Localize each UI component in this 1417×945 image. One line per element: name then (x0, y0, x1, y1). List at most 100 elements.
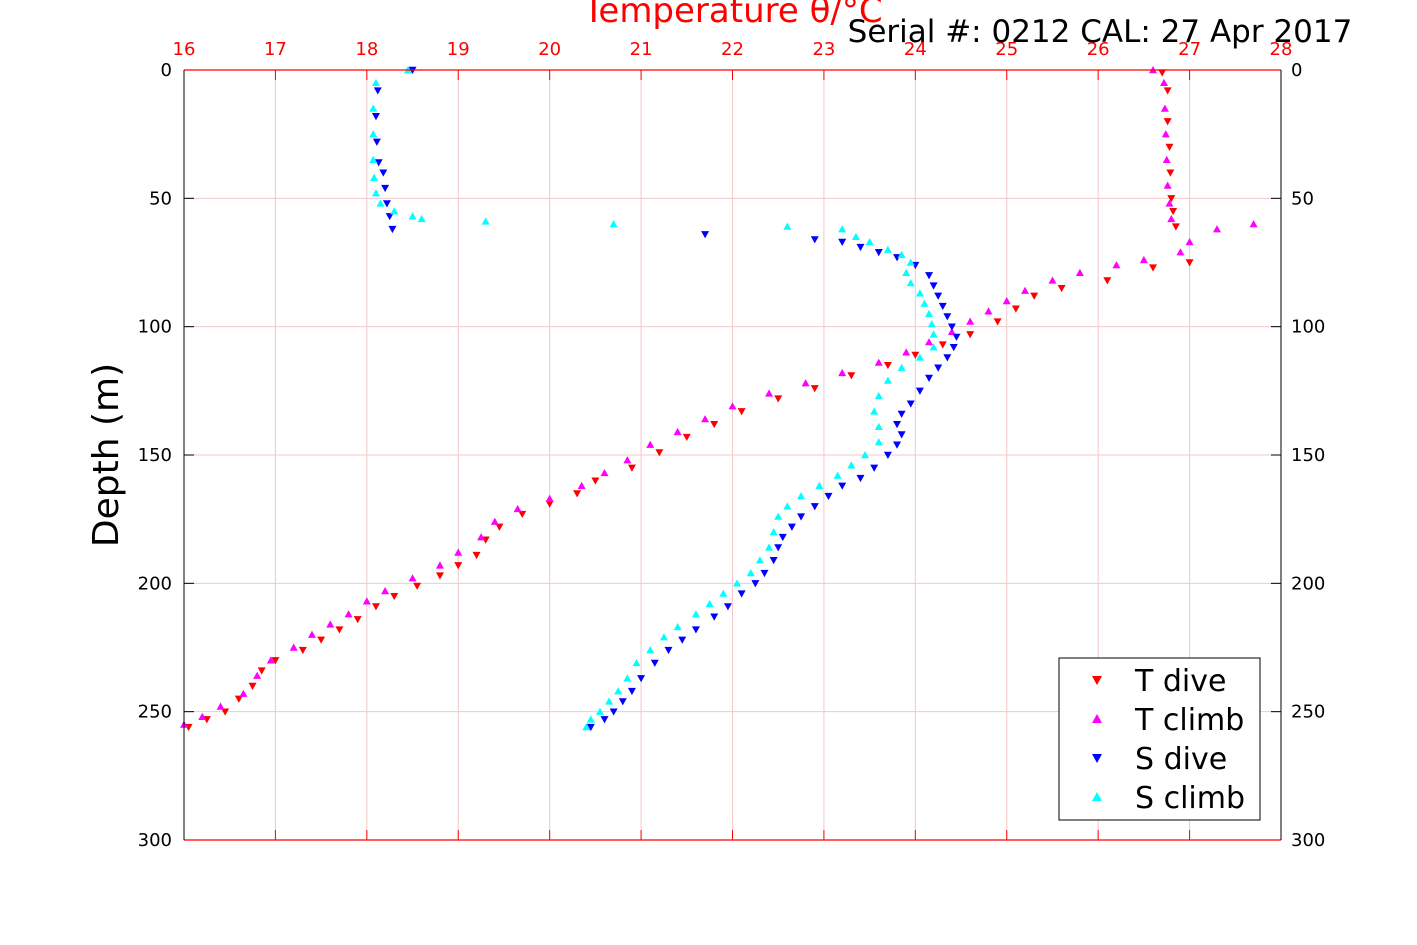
data-point (925, 338, 934, 346)
data-point (902, 348, 911, 356)
data-point (691, 626, 700, 634)
data-point (719, 589, 728, 597)
axes (183, 69, 1282, 841)
data-point (381, 587, 390, 595)
data-point (911, 351, 920, 359)
data-point (947, 327, 956, 335)
y-tick-label-right: 50 (1291, 188, 1314, 209)
data-point (874, 391, 883, 400)
data-point (927, 320, 936, 328)
data-point (915, 353, 924, 361)
data-point (787, 523, 796, 531)
legend-label: T dive (1134, 664, 1226, 699)
legend-marker (1092, 676, 1102, 685)
data-point (815, 481, 824, 489)
data-point (838, 368, 847, 377)
data-point (1165, 199, 1174, 207)
data-point (221, 708, 230, 716)
data-point (371, 603, 380, 611)
series-t-climb (180, 66, 1258, 728)
data-point (586, 723, 595, 732)
data-point (723, 603, 732, 611)
x-tick-label: 20 (538, 39, 561, 60)
data-point (388, 225, 397, 234)
data-point (678, 636, 687, 644)
data-point (253, 671, 262, 679)
data-point (1021, 286, 1030, 294)
data-point (477, 533, 486, 541)
data-point (856, 474, 865, 483)
legend-label: S climb (1135, 781, 1245, 816)
data-point (1165, 143, 1174, 151)
x-tick-label: 21 (630, 39, 653, 60)
y-tick-label-left: 50 (149, 188, 172, 209)
data-point (385, 213, 394, 221)
data-point (1139, 255, 1148, 264)
data-point (797, 492, 806, 500)
data-point (673, 427, 682, 436)
data-point (1167, 195, 1176, 203)
data-point (518, 510, 527, 519)
data-point (1011, 305, 1020, 313)
data-point (1112, 261, 1121, 269)
data-point (838, 482, 847, 490)
x-tick-label: 27 (1178, 39, 1201, 60)
data-point (838, 238, 847, 246)
data-point (810, 503, 819, 511)
data-point (952, 333, 961, 341)
data-point (1213, 225, 1222, 233)
data-point (664, 646, 673, 655)
data-point (371, 189, 380, 197)
data-point (1171, 223, 1180, 231)
data-point (783, 222, 792, 230)
data-point (289, 643, 298, 651)
data-point (949, 344, 958, 352)
data-point (381, 184, 390, 193)
data-point (710, 421, 719, 429)
data-point (760, 569, 769, 578)
data-point (513, 504, 522, 513)
data-point (897, 250, 906, 258)
data-point (751, 580, 760, 588)
data-point (765, 389, 774, 397)
data-point (481, 217, 490, 225)
data-point (454, 562, 463, 570)
x-tick-label: 23 (812, 39, 835, 60)
data-point (545, 494, 554, 502)
data-point (257, 667, 266, 675)
y-tick-label-left: 200 (138, 573, 172, 594)
data-point (1057, 284, 1066, 293)
legend-label: T climb (1134, 703, 1244, 738)
data-point (1158, 69, 1167, 77)
data-point (810, 236, 819, 244)
data-point (379, 169, 388, 177)
data-point (646, 646, 655, 654)
data-point (1161, 130, 1170, 138)
y-tick-label-left: 0 (161, 60, 172, 81)
data-point (627, 687, 636, 696)
data-point (801, 379, 810, 387)
data-point (893, 421, 902, 429)
legend-marker (1092, 792, 1102, 801)
data-point (609, 220, 618, 228)
data-point (646, 440, 655, 448)
data-point (374, 159, 383, 167)
data-point (774, 512, 783, 520)
data-point (623, 674, 632, 682)
data-point (897, 363, 906, 371)
data-point (627, 464, 636, 472)
data-point (266, 656, 275, 664)
data-point (897, 410, 906, 418)
data-point (737, 590, 746, 598)
data-point (737, 408, 746, 416)
data-point (369, 104, 378, 112)
y-tick-label-left: 150 (138, 445, 172, 466)
y-tick-label-right: 0 (1291, 60, 1302, 81)
data-point (925, 272, 934, 280)
series-layer (180, 66, 1258, 732)
data-point (769, 528, 778, 536)
data-point (774, 544, 783, 552)
series-s-dive (371, 66, 961, 732)
data-point (637, 675, 646, 683)
data-point (810, 385, 819, 393)
